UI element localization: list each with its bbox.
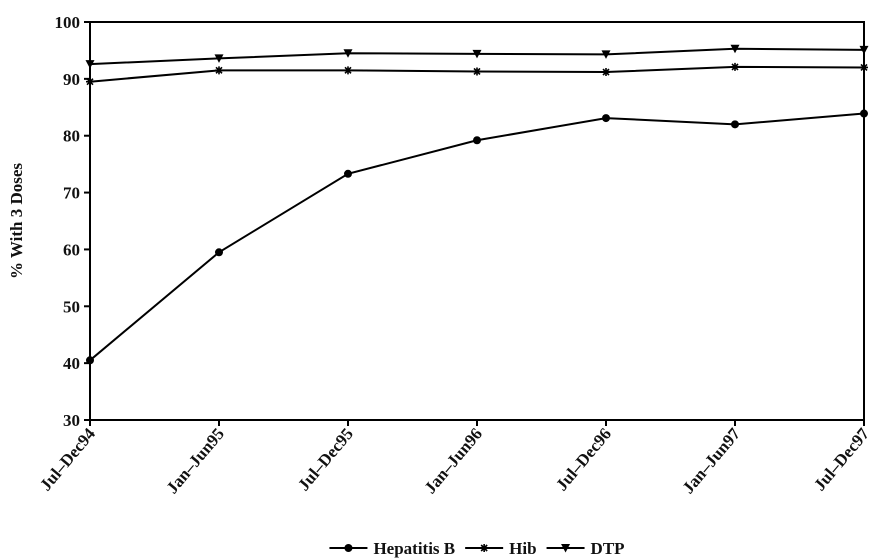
x-tick-label: Jan–Jun97 xyxy=(678,424,744,497)
x-tick-label: Jul–Dec96 xyxy=(552,424,615,494)
data-point xyxy=(473,67,481,76)
y-tick-label: 70 xyxy=(63,184,80,203)
data-point xyxy=(602,114,610,123)
data-point xyxy=(85,60,95,69)
legend-marker xyxy=(480,544,489,552)
data-point xyxy=(343,49,353,58)
data-point xyxy=(860,109,868,118)
series-hib xyxy=(86,62,868,86)
legend-label: Hepatitis B xyxy=(373,539,455,558)
y-tick-label: 50 xyxy=(63,297,80,316)
y-tick-label: 30 xyxy=(63,411,80,430)
data-point xyxy=(601,50,611,59)
data-point xyxy=(344,169,352,178)
x-tick-label: Jan–Jun95 xyxy=(162,424,228,497)
y-tick-label: 60 xyxy=(63,240,80,259)
legend-label: Hib xyxy=(509,539,536,558)
legend-item: Hib xyxy=(465,539,537,558)
legend-marker xyxy=(561,544,571,553)
data-point xyxy=(860,63,868,72)
y-axis-title: % With 3 Doses xyxy=(7,163,26,279)
data-point xyxy=(215,66,223,75)
y-tick-label: 80 xyxy=(63,127,80,146)
data-point xyxy=(86,356,94,365)
legend-item: DTP xyxy=(546,539,625,558)
legend: Hepatitis B Hib DTP xyxy=(329,539,625,558)
y-tick-label: 40 xyxy=(63,354,80,373)
plot-area xyxy=(89,21,865,421)
x-tick-label: Jan–Jun96 xyxy=(420,424,486,497)
x-axis: Jul–Dec94 Jan–Jun95 Jul–Dec95 Jan–Jun96 Jul–… xyxy=(36,420,873,497)
data-point xyxy=(214,54,224,63)
legend-label: DTP xyxy=(591,539,625,558)
legend-marker xyxy=(344,544,353,552)
data-point xyxy=(473,136,481,145)
x-tick-label: Jul–Dec94 xyxy=(36,424,99,494)
data-point xyxy=(215,248,223,257)
y-tick-label: 90 xyxy=(63,70,80,89)
series-dtp xyxy=(85,44,869,69)
series-hepatitis-b xyxy=(86,109,868,365)
series-line xyxy=(89,112,865,362)
y-tick-label: 100 xyxy=(55,13,81,32)
legend-item: Hepatitis B xyxy=(329,539,455,558)
x-tick-label: Jul–Dec97 xyxy=(810,424,873,494)
y-axis: 30 40 50 60 70 80 90 100 xyxy=(55,13,90,430)
series-layer xyxy=(85,44,869,365)
data-point xyxy=(731,62,739,71)
data-point xyxy=(602,68,610,77)
data-point xyxy=(472,49,482,59)
data-point xyxy=(344,66,352,75)
data-point xyxy=(859,45,869,55)
data-point xyxy=(731,120,739,129)
data-point xyxy=(730,44,740,54)
data-point xyxy=(86,77,94,86)
x-tick-label: Jul–Dec95 xyxy=(294,424,357,494)
